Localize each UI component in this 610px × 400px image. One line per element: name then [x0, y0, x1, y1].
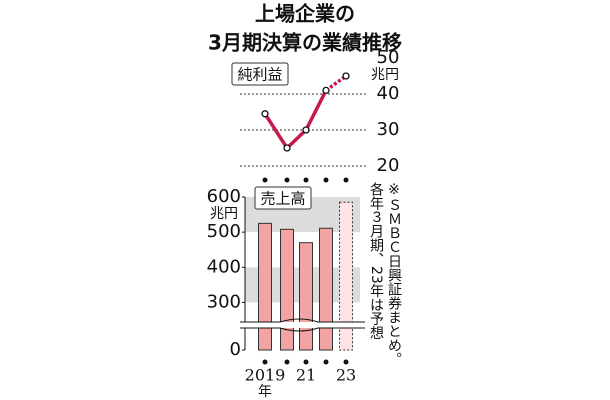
category-dot — [323, 359, 329, 365]
y-tick-label: 300 — [207, 291, 241, 312]
note: ※ＳＭＢＣ日興証券まとめ。 — [386, 182, 402, 366]
bar — [258, 222, 272, 351]
category-dot — [303, 359, 309, 365]
category-dot — [343, 177, 349, 183]
y-unit: 兆円 — [371, 67, 399, 83]
y-tick-label: 50 — [377, 47, 400, 68]
category-dot — [262, 359, 268, 365]
y-tick-label: 600 — [207, 186, 241, 207]
series-label: 純利益 — [237, 66, 282, 84]
point — [322, 86, 330, 95]
label-box — [231, 62, 289, 86]
axis-break-line — [240, 318, 365, 323]
y-tick-label: 30 — [377, 119, 400, 140]
axis-break — [240, 322, 365, 328]
category-dot — [284, 177, 290, 183]
y-unit: 兆円 — [210, 206, 238, 222]
point — [261, 110, 269, 118]
y-tick-label: 400 — [207, 256, 241, 277]
series-label: 売上高 — [260, 190, 305, 208]
bar — [299, 242, 313, 351]
x-tick-label: 21 — [296, 366, 316, 385]
y-tick-label: 20 — [377, 155, 400, 176]
y-tick-label: 40 — [377, 83, 400, 104]
line — [263, 89, 328, 151]
point — [342, 72, 350, 80]
label-box — [254, 186, 312, 210]
bar — [319, 227, 333, 351]
point — [283, 144, 291, 152]
category-dot — [262, 177, 268, 183]
category-dot — [323, 177, 329, 183]
y-tick-label: 500 — [207, 221, 241, 242]
x-tick-label: 2019 — [245, 366, 286, 385]
title-line: 上場企業の — [255, 2, 355, 26]
category-dot — [303, 177, 309, 183]
x-tick-label: 23 — [336, 366, 356, 385]
bar — [339, 201, 353, 351]
point — [302, 126, 310, 134]
axis-break-line — [240, 327, 365, 332]
category-dot — [284, 359, 290, 365]
category-dot — [343, 359, 349, 365]
forecast-line — [324, 74, 348, 92]
y-tick-label: 0 — [230, 339, 241, 360]
bar — [280, 228, 294, 351]
note: 各年３月期、23年は予想 — [368, 182, 384, 340]
x-unit: 年 — [258, 384, 272, 400]
title-line: 3月期決算の業績推移 — [208, 31, 402, 55]
